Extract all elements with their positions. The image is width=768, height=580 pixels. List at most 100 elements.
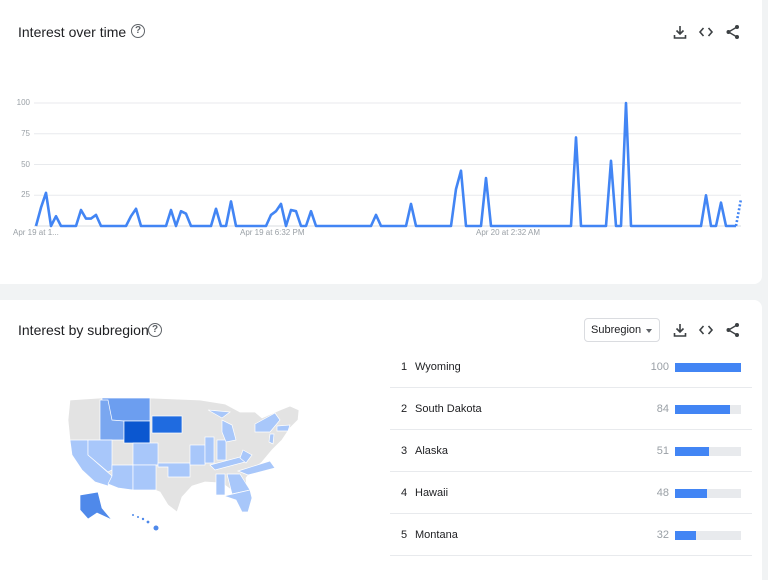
data-point[interactable] [199, 224, 204, 229]
data-point[interactable] [129, 214, 134, 219]
data-point[interactable] [169, 208, 174, 213]
data-point[interactable] [39, 205, 44, 210]
map-state-new-mexico[interactable] [132, 464, 157, 491]
data-point[interactable] [619, 224, 624, 229]
data-point[interactable] [269, 212, 274, 217]
data-point[interactable] [249, 224, 254, 229]
data-point[interactable] [294, 209, 299, 214]
data-point[interactable] [404, 224, 409, 229]
data-point[interactable] [419, 224, 424, 229]
data-point[interactable] [184, 211, 189, 216]
data-point[interactable] [99, 224, 104, 229]
data-point[interactable] [299, 224, 304, 229]
data-point[interactable] [424, 224, 429, 229]
data-point[interactable] [574, 135, 579, 140]
data-point[interactable] [354, 224, 359, 229]
map-state-wyoming[interactable] [123, 420, 151, 444]
data-point[interactable] [669, 224, 674, 229]
data-point[interactable] [694, 224, 699, 229]
data-point[interactable] [384, 224, 389, 229]
data-point[interactable] [559, 224, 564, 229]
data-point[interactable] [119, 224, 124, 229]
data-point[interactable] [564, 224, 569, 229]
data-point[interactable] [139, 224, 144, 229]
data-point[interactable] [64, 224, 69, 229]
data-point[interactable] [689, 224, 694, 229]
map-state-michigan-up[interactable] [207, 409, 231, 419]
data-point[interactable] [449, 224, 454, 229]
data-point[interactable] [79, 208, 84, 213]
data-point[interactable] [274, 209, 279, 214]
data-point[interactable] [509, 224, 514, 229]
data-point[interactable] [704, 193, 709, 198]
data-point[interactable] [204, 224, 209, 229]
data-point[interactable] [284, 224, 289, 229]
data-point[interactable] [434, 224, 439, 229]
data-point[interactable] [489, 224, 494, 229]
data-point[interactable] [229, 199, 234, 204]
us-subregion-map[interactable] [0, 380, 320, 540]
data-point[interactable] [659, 224, 664, 229]
data-point[interactable] [444, 224, 449, 229]
map-state-indiana[interactable] [216, 439, 227, 461]
data-point[interactable] [194, 224, 199, 229]
help-circle-icon[interactable]: ? [148, 323, 162, 337]
data-point[interactable] [734, 224, 739, 229]
data-point[interactable] [394, 224, 399, 229]
data-point[interactable] [629, 224, 634, 229]
data-point[interactable] [724, 224, 729, 229]
data-point[interactable] [334, 224, 339, 229]
data-point[interactable] [224, 224, 229, 229]
data-point[interactable] [289, 208, 294, 213]
share-icon[interactable] [724, 23, 742, 41]
data-point[interactable] [609, 158, 614, 163]
subregion-row[interactable]: 5 Montana 32 [390, 514, 752, 556]
embed-code-icon[interactable] [697, 23, 715, 41]
subregion-row[interactable]: 4 Hawaii 48 [390, 472, 752, 514]
data-point[interactable] [324, 224, 329, 229]
data-point[interactable] [259, 224, 264, 229]
data-point[interactable] [104, 224, 109, 229]
data-point[interactable] [44, 190, 49, 195]
data-point[interactable] [134, 206, 139, 211]
data-point[interactable] [159, 224, 164, 229]
map-state-west-virginia[interactable] [239, 449, 253, 464]
map-state-massachusetts[interactable] [276, 424, 291, 432]
data-point[interactable] [164, 224, 169, 229]
data-point[interactable] [599, 224, 604, 229]
data-point[interactable] [459, 168, 464, 173]
map-state-new-jersey[interactable] [268, 433, 275, 445]
data-point[interactable] [439, 224, 444, 229]
data-point[interactable] [674, 224, 679, 229]
data-point[interactable] [529, 224, 534, 229]
data-point[interactable] [569, 224, 574, 229]
map-state-alabama[interactable] [215, 473, 226, 496]
data-point[interactable] [179, 209, 184, 214]
map-state-michigan[interactable] [221, 419, 237, 443]
data-point[interactable] [504, 224, 509, 229]
data-point[interactable] [589, 224, 594, 229]
map-state-illinois[interactable] [204, 436, 215, 464]
map-state-nevada[interactable] [87, 439, 113, 473]
data-point[interactable] [349, 224, 354, 229]
data-point[interactable] [399, 224, 404, 229]
data-point[interactable] [719, 200, 724, 205]
data-point[interactable] [264, 224, 269, 229]
data-point[interactable] [174, 224, 179, 229]
data-point[interactable] [604, 224, 609, 229]
data-point[interactable] [479, 224, 484, 229]
data-point[interactable] [154, 224, 159, 229]
data-point[interactable] [549, 224, 554, 229]
data-point[interactable] [684, 224, 689, 229]
data-point[interactable] [364, 224, 369, 229]
data-point[interactable] [94, 212, 99, 217]
data-point[interactable] [74, 224, 79, 229]
map-state-north-carolina[interactable] [236, 460, 276, 476]
data-point[interactable] [49, 224, 54, 229]
download-icon[interactable] [671, 321, 689, 339]
data-point[interactable] [524, 224, 529, 229]
subregion-row[interactable]: 1 Wyoming 100 [390, 346, 752, 388]
data-point[interactable] [534, 224, 539, 229]
data-point[interactable] [729, 224, 734, 229]
data-point[interactable] [344, 224, 349, 229]
